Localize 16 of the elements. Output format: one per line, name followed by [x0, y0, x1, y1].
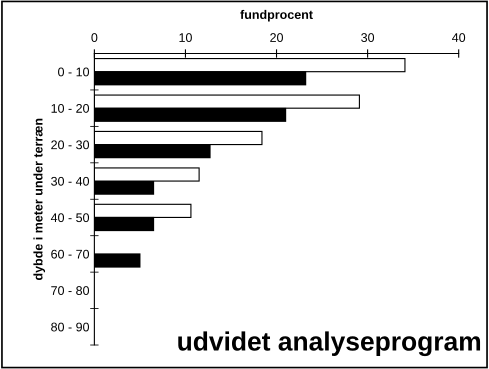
- x-tick-label: 10: [179, 33, 192, 42]
- y-axis-title: dybde i meter under terræn: [33, 118, 46, 280]
- y-tick-label: 0 - 10: [58, 68, 90, 76]
- y-tick-label: 30 - 40: [51, 176, 90, 186]
- x-tick-label: 0: [91, 33, 98, 42]
- y-tick-label: 60 - 70: [51, 250, 90, 259]
- x-tick-label: 30: [361, 33, 374, 42]
- y-tick-label: 10 - 20: [52, 104, 90, 113]
- x-axis-title: fundprocent: [240, 10, 313, 22]
- y-tick-label: 70 - 80: [51, 286, 90, 296]
- y-tick-label: 80 - 90: [51, 322, 90, 332]
- y-tick-label: 20 - 30: [51, 140, 90, 150]
- annotation: udvidet analyseprogram: [178, 331, 480, 356]
- y-tick-label: 40 - 50: [50, 213, 90, 222]
- x-tick-label: 40: [452, 33, 466, 42]
- x-tick-label: 20: [270, 33, 283, 42]
